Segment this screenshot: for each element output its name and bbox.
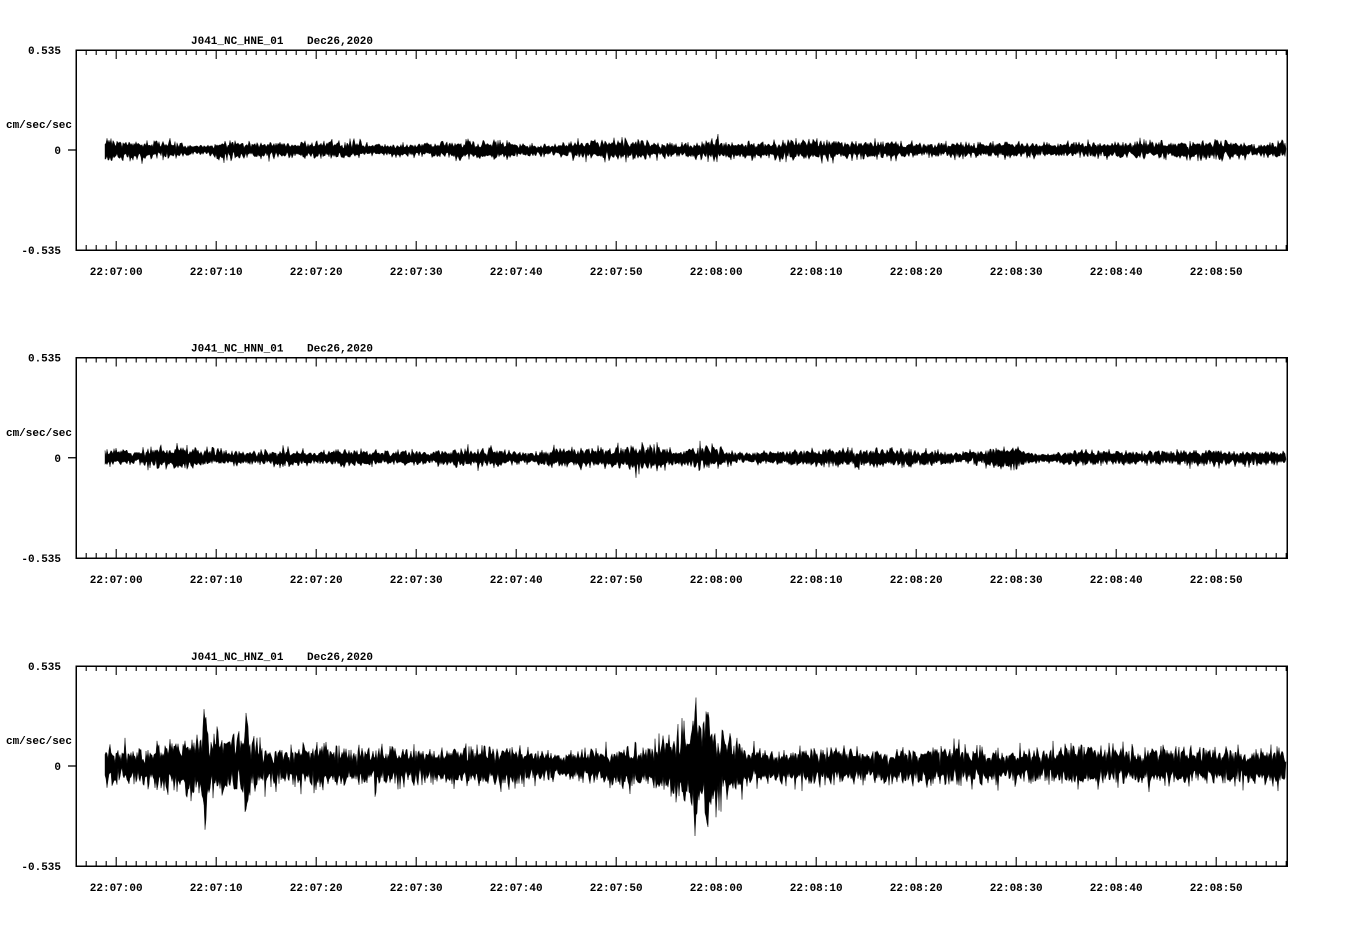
svg-text:-0.535: -0.535: [21, 246, 61, 258]
svg-text:0: 0: [54, 146, 61, 158]
svg-text:22:07:20: 22:07:20: [290, 267, 343, 279]
svg-text:-0.535: -0.535: [21, 862, 61, 874]
svg-text:22:08:30: 22:08:30: [990, 883, 1043, 895]
svg-text:22:08:10: 22:08:10: [790, 883, 843, 895]
svg-text:22:08:50: 22:08:50: [1190, 267, 1243, 279]
svg-text:22:07:20: 22:07:20: [290, 883, 343, 895]
svg-text:22:07:40: 22:07:40: [490, 267, 543, 279]
svg-text:22:07:40: 22:07:40: [490, 575, 543, 587]
svg-text:22:08:50: 22:08:50: [1190, 883, 1243, 895]
svg-text:22:07:10: 22:07:10: [190, 883, 243, 895]
svg-text:22:08:20: 22:08:20: [890, 267, 943, 279]
svg-text:22:07:50: 22:07:50: [590, 575, 643, 587]
svg-text:22:07:30: 22:07:30: [390, 883, 443, 895]
svg-text:22:07:40: 22:07:40: [490, 883, 543, 895]
svg-text:22:07:50: 22:07:50: [590, 883, 643, 895]
svg-text:22:07:10: 22:07:10: [190, 267, 243, 279]
svg-text:-0.535: -0.535: [21, 554, 61, 566]
svg-text:J041_NC_HNN_01: J041_NC_HNN_01: [191, 344, 284, 356]
svg-text:22:07:30: 22:07:30: [390, 267, 443, 279]
svg-text:22:08:10: 22:08:10: [790, 267, 843, 279]
svg-text:22:08:30: 22:08:30: [990, 575, 1043, 587]
svg-text:0.535: 0.535: [28, 46, 61, 58]
svg-text:0: 0: [54, 762, 61, 774]
svg-text:0.535: 0.535: [28, 662, 61, 674]
svg-text:cm/sec/sec: cm/sec/sec: [6, 120, 72, 132]
svg-text:22:08:40: 22:08:40: [1090, 883, 1143, 895]
svg-text:22:08:00: 22:08:00: [690, 883, 743, 895]
svg-text:cm/sec/sec: cm/sec/sec: [6, 428, 72, 440]
svg-text:22:08:20: 22:08:20: [890, 575, 943, 587]
svg-text:22:07:10: 22:07:10: [190, 575, 243, 587]
svg-text:Dec26,2020: Dec26,2020: [307, 36, 373, 48]
svg-text:J041_NC_HNZ_01: J041_NC_HNZ_01: [191, 652, 284, 664]
svg-text:J041_NC_HNE_01: J041_NC_HNE_01: [191, 36, 284, 48]
svg-text:22:08:10: 22:08:10: [790, 575, 843, 587]
svg-text:22:07:30: 22:07:30: [390, 575, 443, 587]
svg-text:22:08:40: 22:08:40: [1090, 575, 1143, 587]
svg-text:cm/sec/sec: cm/sec/sec: [6, 736, 72, 748]
svg-text:Dec26,2020: Dec26,2020: [307, 344, 373, 356]
svg-text:22:07:50: 22:07:50: [590, 267, 643, 279]
svg-text:22:08:50: 22:08:50: [1190, 575, 1243, 587]
svg-text:22:08:30: 22:08:30: [990, 267, 1043, 279]
svg-text:22:08:00: 22:08:00: [690, 267, 743, 279]
svg-text:0.535: 0.535: [28, 354, 61, 366]
svg-text:0: 0: [54, 454, 61, 466]
svg-text:22:07:20: 22:07:20: [290, 575, 343, 587]
svg-text:22:08:20: 22:08:20: [890, 883, 943, 895]
svg-text:22:08:00: 22:08:00: [690, 575, 743, 587]
svg-text:Dec26,2020: Dec26,2020: [307, 652, 373, 664]
svg-text:22:07:00: 22:07:00: [90, 575, 143, 587]
svg-text:22:07:00: 22:07:00: [90, 883, 143, 895]
svg-text:22:08:40: 22:08:40: [1090, 267, 1143, 279]
svg-text:22:07:00: 22:07:00: [90, 267, 143, 279]
